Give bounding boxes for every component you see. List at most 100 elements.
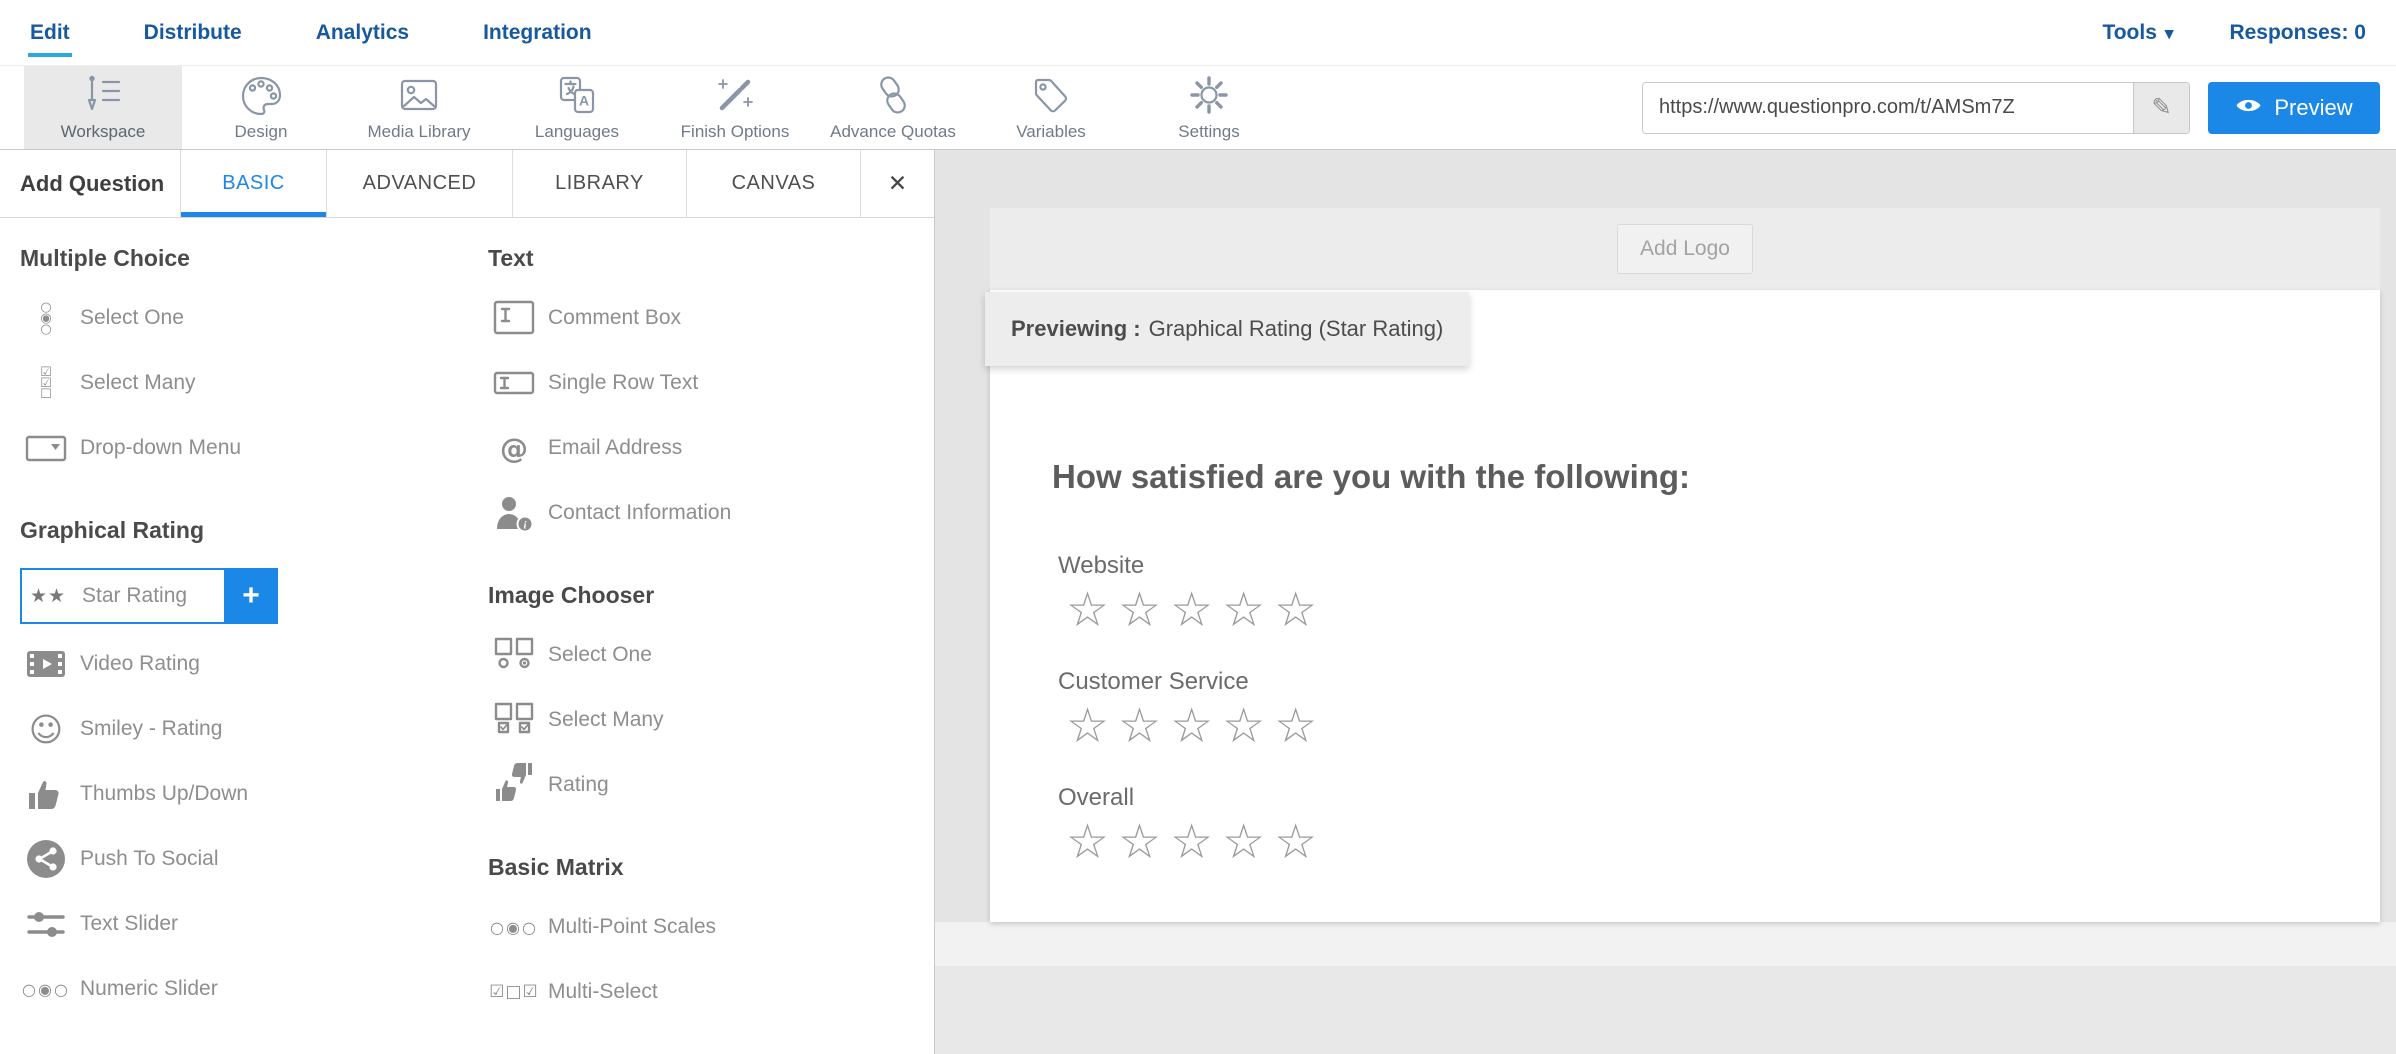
survey-preview-stage: Add Logo How satisfied are you with the … [935, 150, 2396, 1054]
question-type-smiley-rating[interactable]: ☺ Smiley - Rating [20, 707, 488, 751]
add-logo-button[interactable]: Add Logo [1617, 224, 1753, 274]
image-checkbox-icon [488, 698, 540, 742]
thumbs-up-icon [20, 772, 72, 816]
stage-background-lower [935, 966, 2396, 1054]
star-rating-icon: ★★ [29, 585, 67, 607]
panel-tab-bar: Add Question BASIC ADVANCED LIBRARY CANV… [0, 150, 934, 218]
section-graphical-rating: Graphical Rating ★★ Star Rating + Video … [20, 516, 488, 1011]
sliders-icon [20, 902, 72, 946]
toolbar-advance-quotas[interactable]: Advance Quotas [814, 66, 972, 149]
magic-wand-icon [713, 73, 757, 117]
toolbar-settings[interactable]: Settings [1130, 66, 1288, 149]
rating-row-label: Website [1058, 552, 1145, 579]
toolbar-label: Workspace [60, 122, 146, 141]
svg-text:A: A [579, 93, 589, 109]
toolbar-design[interactable]: Design [182, 66, 340, 149]
question-type-thumbs-up-down[interactable]: Thumbs Up/Down [20, 772, 488, 816]
chain-link-icon [871, 73, 915, 117]
question-type-multi-select[interactable]: ☑□☑ Multi-Select [489, 980, 658, 1003]
question-type-image-select-many[interactable]: Select Many [488, 698, 934, 742]
question-type-image-rating[interactable]: Rating [488, 763, 934, 807]
previewing-question-type: Graphical Rating (Star Rating) [1148, 316, 1444, 341]
toolbar-finish-options[interactable]: Finish Options [656, 66, 814, 149]
previewing-label: Previewing : [1011, 316, 1141, 341]
contact-person-icon: i [488, 491, 540, 535]
rating-row-label: Customer Service [1058, 668, 1249, 695]
logo-band: Add Logo [990, 208, 2380, 290]
preview-button[interactable]: Preview [2208, 81, 2380, 134]
question-type-image-select-one[interactable]: Select One [488, 633, 934, 677]
toolbar-workspace[interactable]: Workspace [24, 66, 182, 149]
question-type-single-row-text[interactable]: Single Row Text [488, 361, 934, 405]
section-title: Image Chooser [488, 582, 655, 608]
rating-row-overall: Overall ☆☆☆☆☆ [1058, 784, 2380, 868]
survey-toolbar: Workspace Design Media Library A Languag… [0, 66, 2396, 150]
image-radio-icon [488, 633, 540, 677]
add-star-rating-button[interactable]: + [224, 568, 278, 624]
dropdown-box-icon [20, 426, 72, 470]
responses-link[interactable]: Responses: 0 [2229, 20, 2366, 44]
eye-icon [2235, 95, 2262, 121]
add-question-title: Add Question [20, 170, 165, 196]
nav-edit[interactable]: Edit [28, 20, 72, 57]
question-type-select-one[interactable]: ○ ◉ ○ Select One [20, 296, 488, 340]
question-type-comment-box[interactable]: Comment Box [488, 296, 934, 340]
workspace-icon [81, 73, 125, 117]
tab-canvas[interactable]: CANVAS [686, 150, 860, 217]
toolbar-media-library[interactable]: Media Library [340, 66, 498, 149]
question-type-push-to-social[interactable]: Push To Social [20, 837, 488, 881]
tools-menu[interactable]: Tools ▾ [2102, 21, 2173, 45]
question-type-star-rating[interactable]: ★★ Star Rating + [20, 568, 278, 624]
section-multiple-choice: Multiple Choice ○ ◉ ○ Select One ☑ ☑ ☐ S… [20, 244, 488, 470]
at-sign-icon: @ [500, 431, 528, 465]
toolbar-label: Settings [1178, 122, 1240, 141]
nav-integration[interactable]: Integration [483, 20, 592, 44]
star-rating-input[interactable]: ☆☆☆☆☆ [1066, 814, 1327, 870]
thumbs-up-down-icon [488, 763, 540, 807]
toolbar-label: Finish Options [680, 122, 790, 141]
question-type-numeric-slider[interactable]: ○◉○ Numeric Slider [20, 967, 488, 1011]
toolbar-variables[interactable]: Variables [972, 66, 1130, 149]
question-type-multi-point-scales[interactable]: ○◉○ Multi-Point Scales [488, 905, 934, 949]
close-panel-button[interactable]: ✕ [860, 150, 934, 217]
stage-strip-below-card [935, 922, 2396, 966]
question-type-contact-information[interactable]: i Contact Information [488, 491, 934, 535]
palette-icon [239, 73, 283, 117]
section-basic-matrix: Basic Matrix ○◉○ Multi-Point Scales ☑□☑ … [488, 853, 934, 1014]
previewing-banner: Previewing : Graphical Rating (Star Rati… [985, 292, 1470, 366]
nav-distribute[interactable]: Distribute [143, 20, 242, 44]
toolbar-label: Design [234, 122, 288, 141]
question-type-email-address[interactable]: @ Email Address [488, 426, 934, 470]
tab-basic[interactable]: BASIC [180, 150, 326, 217]
toolbar-label: Media Library [367, 122, 471, 141]
add-question-panel: Add Question BASIC ADVANCED LIBRARY CANV… [0, 150, 935, 1054]
edit-url-button[interactable]: ✎ [2133, 82, 2189, 133]
toolbar-languages[interactable]: A Languages [498, 66, 656, 149]
share-icon [20, 837, 72, 881]
question-type-video-rating[interactable]: Video Rating [20, 642, 488, 686]
section-title: Text [488, 245, 534, 271]
star-rating-input[interactable]: ☆☆☆☆☆ [1066, 698, 1327, 754]
section-title: Basic Matrix [488, 854, 624, 880]
survey-url-input[interactable] [1643, 82, 2133, 133]
svg-text:i: i [523, 520, 527, 532]
translate-icon: A [555, 73, 599, 117]
survey-preview-card: How satisfied are you with the following… [990, 290, 2380, 922]
question-type-select-many[interactable]: ☑ ☑ ☐ Select Many [20, 361, 488, 405]
tools-label: Tools [2102, 20, 2157, 44]
smiley-icon: ☺ [28, 709, 64, 749]
rating-row-customer-service: Customer Service ☆☆☆☆☆ [1058, 668, 2380, 752]
numeric-slider-icon: ○◉○ [22, 979, 70, 999]
tab-library[interactable]: LIBRARY [512, 150, 686, 217]
survey-url-box: ✎ [1642, 81, 2190, 134]
question-type-dropdown-menu[interactable]: Drop-down Menu [20, 426, 488, 470]
rating-row-label: Overall [1058, 784, 1135, 811]
single-row-text-icon [488, 361, 540, 405]
tag-icon [1029, 73, 1073, 117]
question-type-text-slider[interactable]: Text Slider [20, 902, 488, 946]
star-rating-input[interactable]: ☆☆☆☆☆ [1066, 582, 1327, 638]
section-image-chooser: Image Chooser Select One Select Many [488, 581, 934, 807]
tab-advanced[interactable]: ADVANCED [326, 150, 512, 217]
nav-analytics[interactable]: Analytics [315, 20, 410, 44]
radio-stack-icon: ○ ◉ ○ [40, 299, 52, 337]
